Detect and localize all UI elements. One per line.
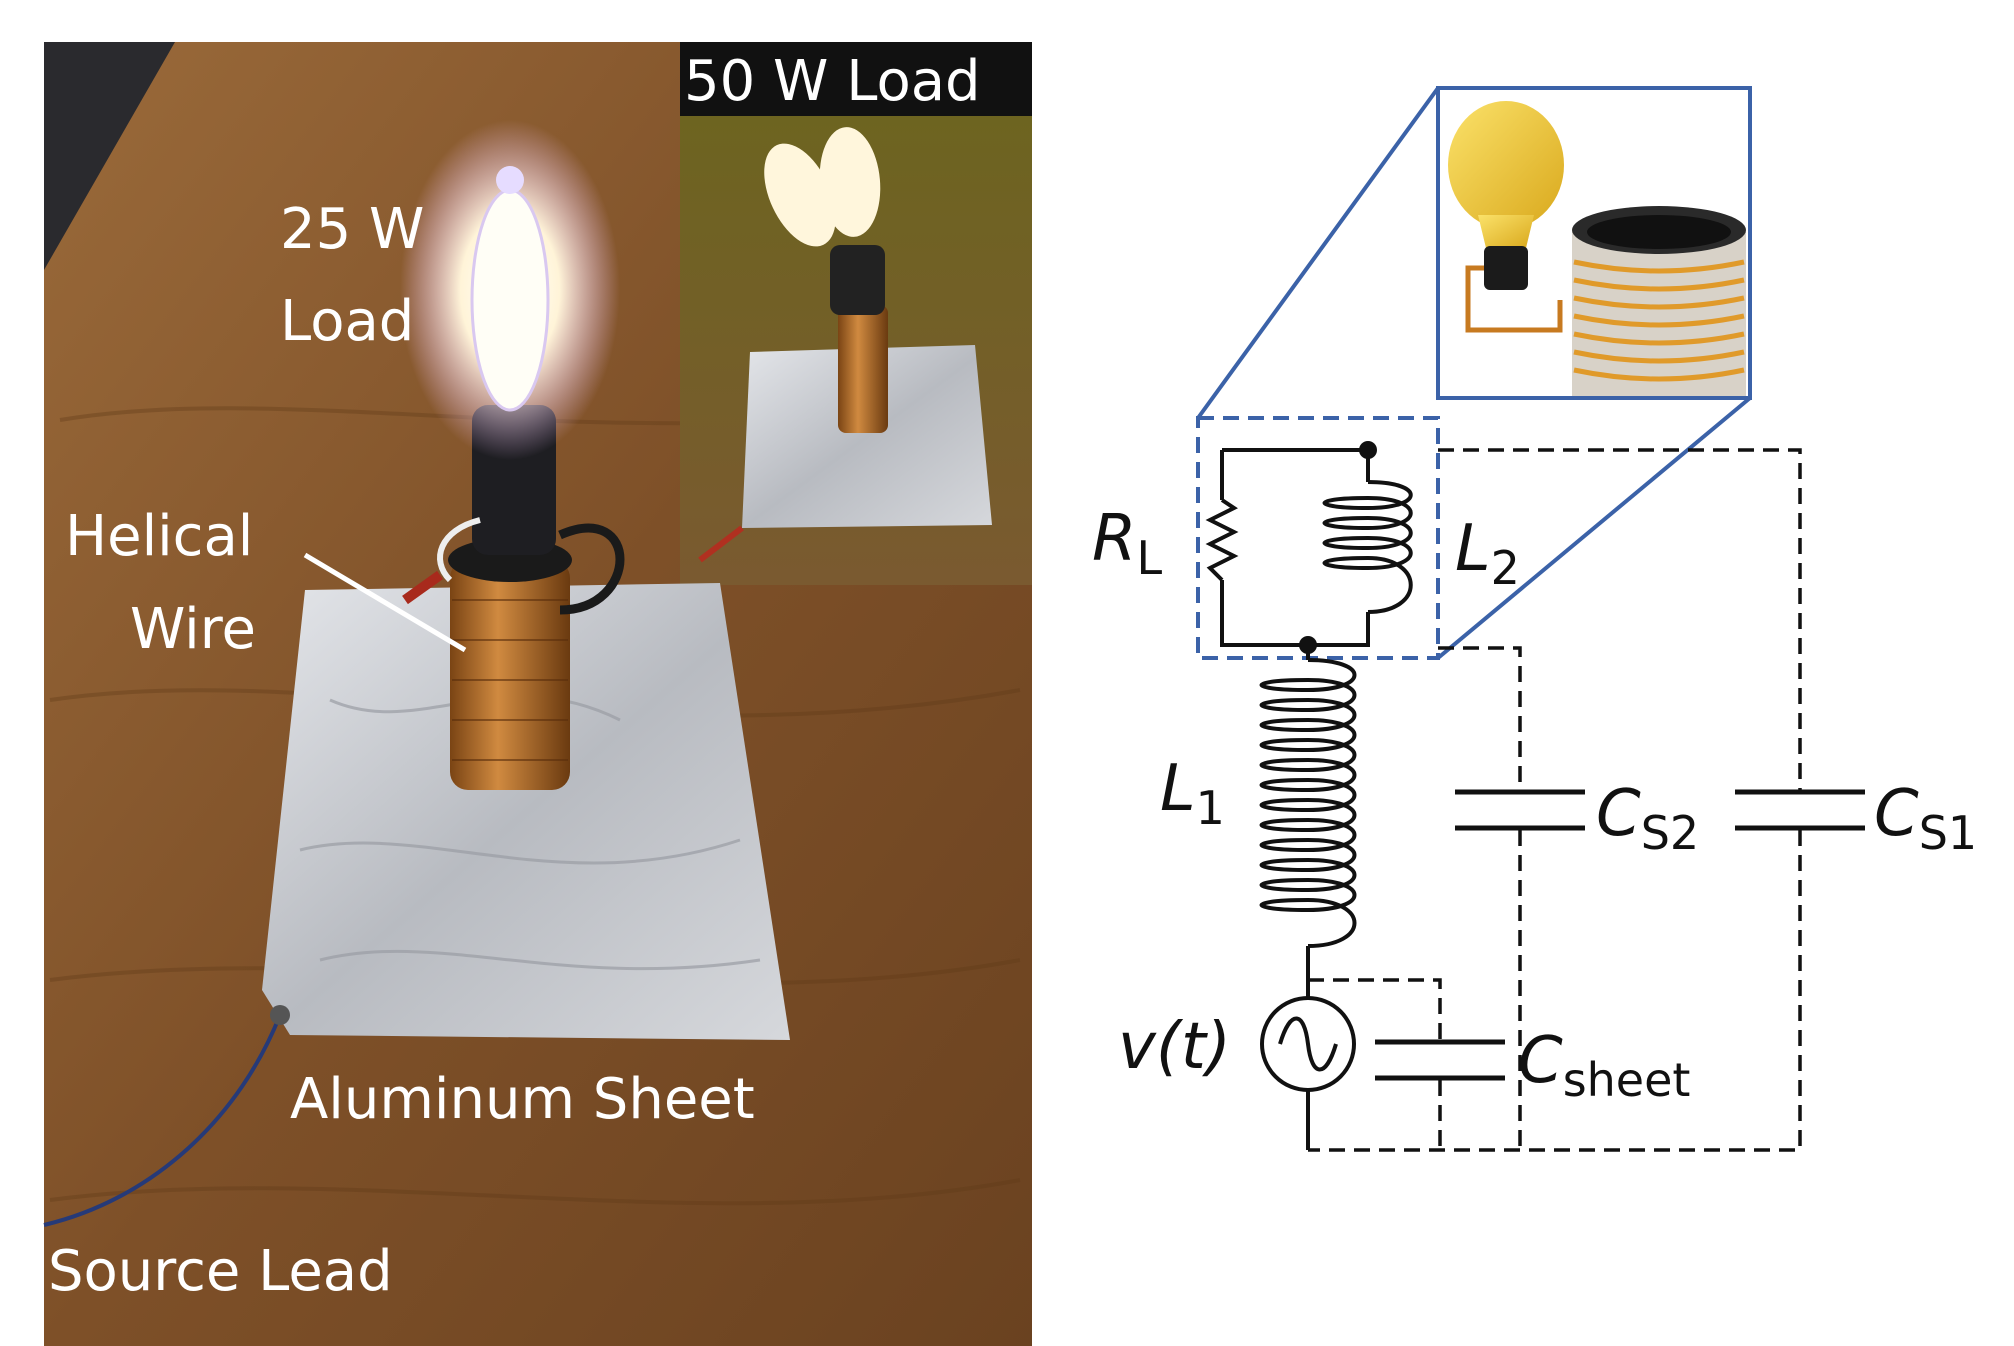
zoom-line-left <box>1196 86 1440 420</box>
helical-coil <box>450 560 570 790</box>
render-coil-bore <box>1587 215 1731 249</box>
inset-socket <box>830 245 885 315</box>
capacitor-cs1 <box>1735 789 1865 831</box>
inset-coil <box>838 305 888 433</box>
bulb-25w <box>470 188 550 412</box>
label-helical-line1: Helical <box>65 504 253 569</box>
label-aluminum: Aluminum Sheet <box>290 1067 755 1132</box>
label-l1: L1 <box>1160 752 1225 835</box>
capacitor-csheet <box>1375 1039 1505 1081</box>
dark-corner <box>44 42 175 270</box>
inductor-l1 <box>1259 658 1357 948</box>
label-vt: v(t) <box>1118 1010 1231 1084</box>
label-50w: 50 W Load <box>684 49 981 114</box>
junction-bottom <box>1299 636 1317 654</box>
label-l2: L2 <box>1455 512 1520 595</box>
inset-bulb-left <box>764 143 836 247</box>
inset-lead <box>698 525 744 563</box>
label-25w-line2: Load <box>280 289 414 354</box>
label-helical-line2: Wire <box>130 597 256 662</box>
render-lead-wire <box>1465 265 1563 333</box>
inset-foil <box>742 345 992 528</box>
parasitic-dashed-loops <box>1308 448 1802 1152</box>
capacitor-cs2 <box>1455 789 1585 831</box>
label-25w-line1: 25 W <box>280 197 424 262</box>
red-lead <box>402 570 443 605</box>
inductor-l2 <box>1322 480 1413 614</box>
render-coil-form <box>1572 228 1746 396</box>
aluminum-sheet <box>262 583 790 1040</box>
inset-title-bar <box>680 42 1032 116</box>
photo-panel: 25 W Load 50 W Load Helical Wire Aluminu… <box>43 42 1032 1346</box>
load-dashed-box <box>1196 416 1440 660</box>
circuit-wires <box>1220 448 1370 1150</box>
label-csheet: Csheet <box>1518 1024 1690 1107</box>
helical-pointer <box>303 552 467 653</box>
bulb-tip <box>496 166 524 194</box>
inset-render <box>1448 101 1746 396</box>
resistor-rl <box>1205 498 1239 582</box>
coil-turns <box>452 599 568 761</box>
junction-top <box>1359 441 1377 459</box>
render-coil-turns <box>1573 259 1745 382</box>
circuit-panel: RL L2 L1 CS2 CS1 v(t) Csheet <box>1092 86 1977 1152</box>
label-cs2: CS2 <box>1596 777 1699 860</box>
lead-clip <box>270 1005 290 1025</box>
sine-icon <box>1278 1016 1338 1072</box>
zoom-line-right <box>1436 396 1752 660</box>
label-rl: RL <box>1092 502 1162 585</box>
label-source-lead: Source Lead <box>48 1239 393 1304</box>
socket-cord <box>558 523 625 615</box>
render-bulb-base <box>1484 246 1528 290</box>
render-bulb-icon <box>1448 101 1564 229</box>
render-bulb-neck <box>1478 215 1534 248</box>
white-wire <box>437 517 481 583</box>
source-lead-wire <box>43 1009 284 1227</box>
inset-bulb-right <box>819 127 881 237</box>
label-cs1: CS1 <box>1874 777 1977 860</box>
